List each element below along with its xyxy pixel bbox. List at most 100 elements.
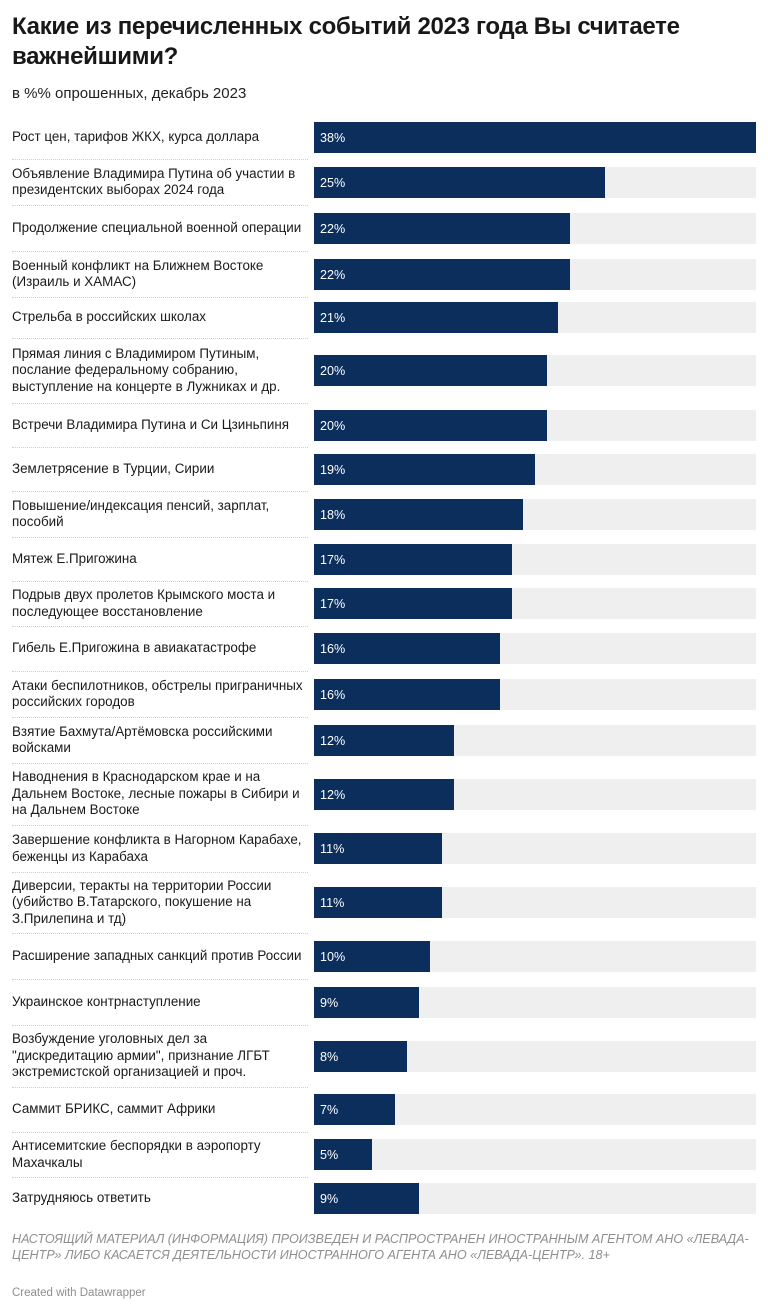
value-label: 7% xyxy=(320,1102,339,1117)
bar xyxy=(314,987,419,1018)
value-label: 20% xyxy=(320,418,346,433)
row-separator xyxy=(12,763,308,764)
bar xyxy=(314,588,512,619)
bar xyxy=(314,499,524,530)
row-separator xyxy=(12,447,308,448)
bar xyxy=(314,941,431,972)
value-label: 21% xyxy=(320,310,346,325)
bar xyxy=(314,1094,396,1125)
bar-row: Расширение западных санкций против Росси… xyxy=(12,933,756,979)
category-label: Возбуждение уголовных дел за "дискредита… xyxy=(12,1031,270,1080)
bar xyxy=(314,410,547,441)
bar xyxy=(314,544,512,575)
row-separator xyxy=(12,979,308,980)
value-label: 12% xyxy=(320,787,346,802)
bar xyxy=(314,1041,408,1072)
value-label: 9% xyxy=(320,1191,339,1206)
row-separator xyxy=(12,872,308,873)
value-label: 11% xyxy=(320,895,345,910)
row-separator xyxy=(12,159,308,160)
bar xyxy=(314,779,454,810)
row-separator xyxy=(12,1087,308,1088)
value-label: 12% xyxy=(320,733,346,748)
bar-row: Мятеж Е.Пригожина 17% xyxy=(12,537,756,581)
value-label: 16% xyxy=(320,687,346,702)
bar-row: Атаки беспилотников, обстрелы приграничн… xyxy=(12,671,756,717)
bar xyxy=(314,167,605,198)
row-separator xyxy=(12,297,308,298)
row-separator xyxy=(12,1177,308,1178)
bar xyxy=(314,725,454,756)
value-label: 22% xyxy=(320,221,346,236)
row-separator xyxy=(12,1132,308,1133)
value-label: 22% xyxy=(320,267,346,282)
category-label: Антисемитские беспорядки в аэропорту Мах… xyxy=(12,1138,261,1170)
row-separator xyxy=(12,1025,308,1026)
category-label: Расширение западных санкций против Росси… xyxy=(12,947,302,963)
bar-row: Объявление Владимира Путина об участии в… xyxy=(12,159,756,205)
bar xyxy=(314,122,756,153)
bar-row: Саммит БРИКС, саммит Африки 7% xyxy=(12,1087,756,1132)
bar-row: Взятие Бахмута/Артёмовска российскими во… xyxy=(12,717,756,763)
bar-track: 20% xyxy=(314,355,756,386)
category-label: Завершение конфликта в Нагорном Карабахе… xyxy=(12,832,302,864)
category-label: Повышение/индексация пенсий, зарплат, по… xyxy=(12,497,270,529)
category-label: Взятие Бахмута/Артёмовска российскими во… xyxy=(12,723,273,755)
bar xyxy=(314,302,559,333)
value-label: 19% xyxy=(320,462,346,477)
category-label: Стрельба в российских школах xyxy=(12,309,206,325)
bar-row: Встречи Владимира Путина и Си Цзиньпиня 2… xyxy=(12,403,756,447)
value-label: 17% xyxy=(320,552,346,567)
bar-track: 8% xyxy=(314,1041,756,1072)
bar-track: 19% xyxy=(314,454,756,485)
row-separator xyxy=(12,491,308,492)
bar xyxy=(314,1139,373,1170)
value-label: 9% xyxy=(320,995,339,1010)
category-label: Военный конфликт на Ближнем Востоке (Изр… xyxy=(12,257,264,289)
bar-row: Подрыв двух пролетов Крымского моста и п… xyxy=(12,581,756,626)
bar xyxy=(314,454,535,485)
row-separator xyxy=(12,671,308,672)
bar xyxy=(314,213,570,244)
category-label: Продолжение специальной военной операции xyxy=(12,219,302,235)
bar xyxy=(314,1183,419,1214)
category-label: Затрудняюсь ответить xyxy=(12,1189,151,1205)
bar-track: 5% xyxy=(314,1139,756,1170)
bar-track: 22% xyxy=(314,259,756,290)
bar-row: Рост цен, тарифов ЖКХ, курса доллара 38% xyxy=(12,115,756,159)
value-label: 17% xyxy=(320,596,346,611)
bar-row: Антисемитские беспорядки в аэропорту Мах… xyxy=(12,1132,756,1177)
chart-title: Какие из перечисленных событий 2023 года… xyxy=(12,13,680,70)
category-label: Гибель Е.Пригожина в авиакатастрофе xyxy=(12,640,257,656)
chart-credit: Created with Datawrapper xyxy=(12,1287,146,1299)
bar-track: 16% xyxy=(314,679,756,710)
category-label: Мятеж Е.Пригожина xyxy=(12,550,137,566)
value-label: 8% xyxy=(320,1049,339,1064)
category-label: Подрыв двух пролетов Крымского моста и п… xyxy=(12,587,276,619)
bar-track: 12% xyxy=(314,725,756,756)
bar-row: Завершение конфликта в Нагорном Карабахе… xyxy=(12,825,756,872)
row-separator xyxy=(12,537,308,538)
chart-notes: НАСТОЯЩИЙ МАТЕРИАЛ (ИНФОРМАЦИЯ) ПРОИЗВЕД… xyxy=(12,1232,749,1262)
category-label: Атаки беспилотников, обстрелы приграничн… xyxy=(12,677,303,709)
value-label: 5% xyxy=(320,1147,339,1162)
bar-row: Прямая линия с Владимиром Путиным, посла… xyxy=(12,338,756,403)
bar xyxy=(314,355,547,386)
bar-track: 16% xyxy=(314,633,756,664)
row-separator xyxy=(12,205,308,206)
row-separator xyxy=(12,338,308,339)
value-label: 10% xyxy=(320,949,346,964)
category-label: Украинское контрнаступление xyxy=(12,993,201,1009)
bar-track: 9% xyxy=(314,1183,756,1214)
bar-track: 9% xyxy=(314,987,756,1018)
bar-track: 21% xyxy=(314,302,756,333)
bar-row: Гибель Е.Пригожина в авиакатастрофе 16% xyxy=(12,626,756,671)
bar-track: 10% xyxy=(314,941,756,972)
bar-row: Возбуждение уголовных дел за "дискредита… xyxy=(12,1025,756,1087)
value-label: 20% xyxy=(320,363,346,378)
value-label: 38% xyxy=(320,130,346,145)
bar-track: 17% xyxy=(314,588,756,619)
bar xyxy=(314,833,442,864)
bar-row: Наводнения в Краснодарском крае и на Дал… xyxy=(12,763,756,825)
